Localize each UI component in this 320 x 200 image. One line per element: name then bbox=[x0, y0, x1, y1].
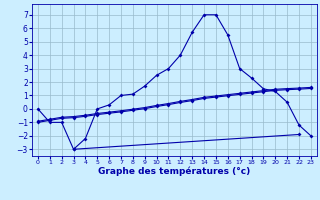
X-axis label: Graphe des températures (°c): Graphe des températures (°c) bbox=[98, 167, 251, 176]
